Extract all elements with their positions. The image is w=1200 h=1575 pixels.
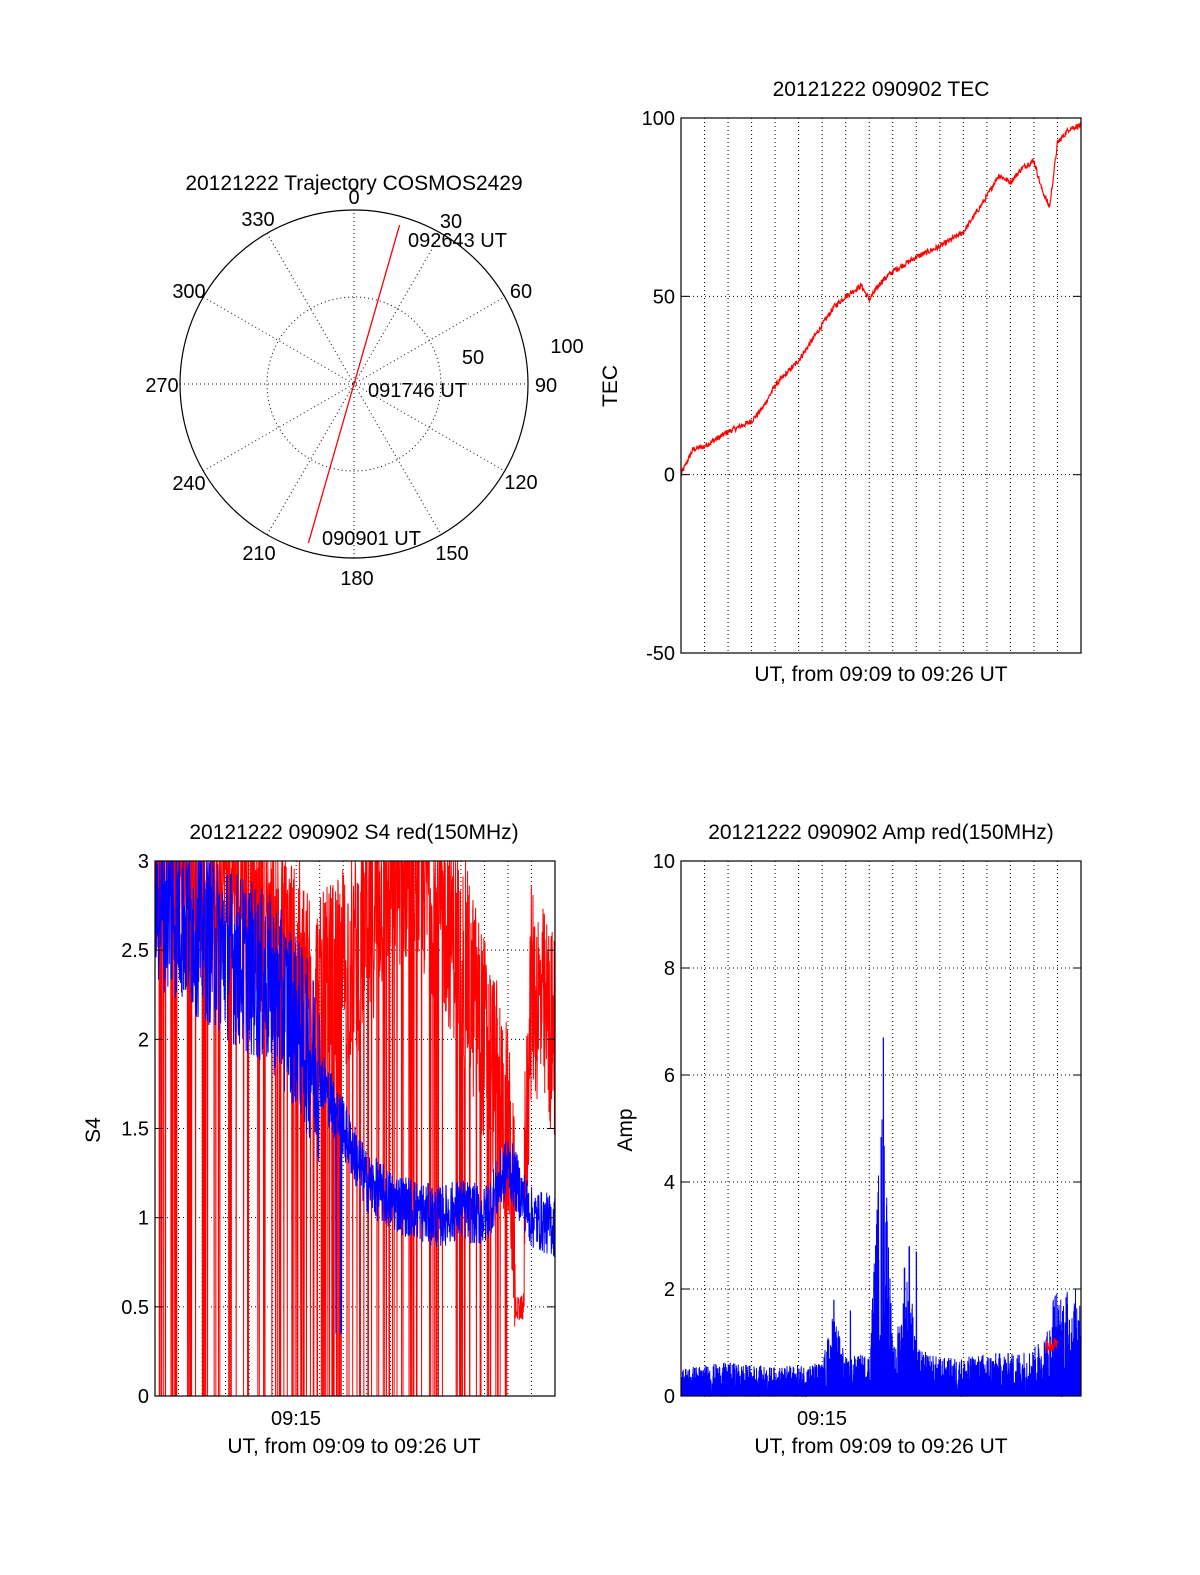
tec-y-tick-label: 0 (664, 465, 675, 487)
polar-panel: 20121222 Trajectory COSMOS2429 0 30 60 9… (145, 172, 583, 590)
s4-x-label: UT, from 09:09 to 09:26 UT (227, 1435, 480, 1458)
amp-y-tick-label: 2 (664, 1279, 675, 1301)
amp-series (680, 1037, 1082, 1398)
amp-title: 20121222 090902 Amp red(150MHz) (708, 821, 1054, 844)
polar-angle-label: 180 (340, 568, 373, 590)
amp-y-tick-label: 6 (664, 1065, 675, 1087)
s4-blue-line (154, 860, 556, 1334)
s4-y-tick-label: 1 (138, 1208, 149, 1230)
polar-title: 20121222 Trajectory COSMOS2429 (185, 172, 522, 195)
polar-annotation: 091746 UT (368, 380, 467, 402)
amp-y-tick-label: 10 (653, 851, 675, 873)
polar-angle-label: 60 (510, 281, 532, 303)
s4-y-label: S4 (82, 1117, 105, 1143)
tec-y-tick-label: -50 (646, 643, 675, 665)
amp-x-label: UT, from 09:09 to 09:26 UT (754, 1435, 1007, 1458)
polar-angle-labels: 0 30 60 90 120 150 180 210 240 270 300 3… (145, 187, 557, 590)
polar-angle-label: 30 (440, 211, 462, 233)
amp-y-label: Amp (614, 1108, 637, 1151)
polar-angle-label: 270 (145, 375, 178, 397)
s4-y-tick-label: 1.5 (121, 1119, 149, 1141)
polar-angle-label: 240 (172, 473, 205, 495)
s4-series (154, 860, 556, 1397)
polar-radial-label: 50 (462, 347, 484, 369)
amp-red-line (1045, 1337, 1058, 1354)
s4-y-tick-label: 2.5 (121, 940, 149, 962)
s4-x-tick-label: 09:15 (271, 1408, 321, 1430)
tec-y-tick-label: 100 (642, 108, 675, 130)
amp-y-tick-label: 4 (664, 1172, 675, 1194)
tec-series (680, 122, 1082, 478)
polar-radial-label: 100 (550, 336, 583, 358)
tec-x-label: UT, from 09:09 to 09:26 UT (754, 663, 1007, 686)
s4-y-tick-label: 3 (138, 851, 149, 873)
s4-title: 20121222 090902 S4 red(150MHz) (189, 821, 518, 844)
s4-y-ticks: 0 0.5 1 1.5 2 2.5 3 (121, 851, 555, 1408)
s4-y-tick-label: 0.5 (121, 1297, 149, 1319)
s4-y-tick-label: 2 (138, 1029, 149, 1051)
polar-annotation: 090901 UT (322, 528, 421, 550)
s4-panel: 20121222 090902 S4 red(150MHz) 0 0.5 1 1.5 2… (82, 821, 556, 1458)
polar-angle-label: 150 (435, 543, 468, 565)
amp-panel: 20121222 090902 Amp red(150MHz) 0246810 … (614, 821, 1082, 1458)
polar-angle-label: 0 (348, 187, 359, 209)
tec-y-tick-label: 50 (653, 286, 675, 308)
amp-y-tick-label: 8 (664, 958, 675, 980)
s4-y-tick-label: 0 (138, 1386, 149, 1408)
tec-line (680, 122, 1082, 478)
polar-series (307, 224, 401, 544)
tec-panel: 20121222 090902 TEC -50 0 50 100 UT, from 0… (599, 78, 1082, 686)
polar-angle-label: 210 (242, 543, 275, 565)
polar-angle-label: 330 (241, 209, 274, 231)
amp-x-tick-label: 09:15 (797, 1408, 847, 1430)
amp-blue-line (680, 1037, 1082, 1398)
tec-y-ticks: -50 0 50 100 (642, 108, 1081, 665)
tec-y-label: TEC (599, 365, 622, 407)
tec-plot-frame (680, 117, 1082, 654)
tec-title: 20121222 090902 TEC (773, 78, 990, 101)
tec-grid (681, 118, 1081, 653)
amp-y-tick-label: 0 (664, 1386, 675, 1408)
polar-annotation: 092643 UT (408, 230, 507, 252)
polar-angle-label: 90 (535, 375, 557, 397)
amp-y-ticks: 0 2 4 6 8 10 (653, 851, 1081, 1408)
amp-plot-frame (680, 860, 1082, 1397)
polar-trajectory-line (307, 224, 401, 544)
polar-angle-label: 120 (504, 472, 537, 494)
polar-angle-label: 300 (172, 281, 205, 303)
